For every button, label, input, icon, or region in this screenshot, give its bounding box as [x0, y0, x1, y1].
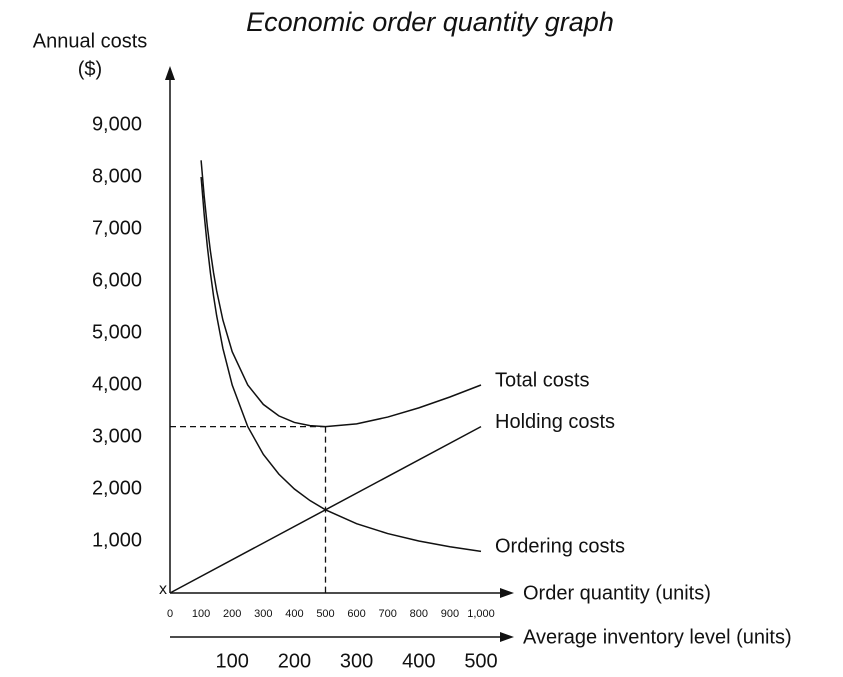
y-axis-arrow — [165, 66, 175, 80]
series-label: Ordering costs — [495, 536, 625, 558]
x2-tick-label: 300 — [340, 650, 373, 672]
x2-tick-label: 400 — [402, 650, 435, 672]
cost-curve — [200, 176, 482, 553]
x2-tick-label: 100 — [216, 650, 249, 672]
y-tick-label: 7,000 — [92, 217, 142, 239]
series-label: Total costs — [495, 369, 589, 391]
y-axis-label: Annual costs — [33, 30, 148, 52]
x-tick-label: 200 — [223, 608, 241, 620]
series-label: Holding costs — [495, 411, 615, 433]
x-tick-label: 500 — [316, 608, 334, 620]
y-tick-label: 1,000 — [92, 529, 142, 551]
x-tick-label: 700 — [379, 608, 397, 620]
y-tick-label: 5,000 — [92, 321, 142, 343]
x2-tick-label: 500 — [464, 650, 497, 672]
x-tick-label: 100 — [192, 608, 210, 620]
x-tick-label: 1,000 — [467, 608, 495, 620]
x-tick-label: 900 — [441, 608, 459, 620]
x-tick-label: 800 — [410, 608, 428, 620]
x2-axis-arrow — [500, 632, 514, 642]
y-tick-label: 6,000 — [92, 269, 142, 291]
chart-title: Economic order quantity graph — [246, 7, 614, 37]
y-tick-label: 3,000 — [92, 425, 142, 447]
x-axis-arrow — [500, 588, 514, 598]
cost-curve — [200, 160, 482, 428]
y-tick-label: 4,000 — [92, 373, 142, 395]
origin-label: x — [159, 581, 167, 598]
x-tick-label: 400 — [285, 608, 303, 620]
x-tick-label: 600 — [347, 608, 365, 620]
y-axis-label: ($) — [78, 58, 102, 80]
y-tick-label: 8,000 — [92, 165, 142, 187]
x2-axis-label: Average inventory level (units) — [523, 626, 792, 648]
x-tick-label: 300 — [254, 608, 272, 620]
y-tick-label: 9,000 — [92, 113, 142, 135]
x2-tick-label: 200 — [278, 650, 311, 672]
x-axis-label: Order quantity (units) — [523, 582, 711, 604]
x-tick-label: 0 — [167, 608, 173, 620]
y-tick-label: 2,000 — [92, 477, 142, 499]
